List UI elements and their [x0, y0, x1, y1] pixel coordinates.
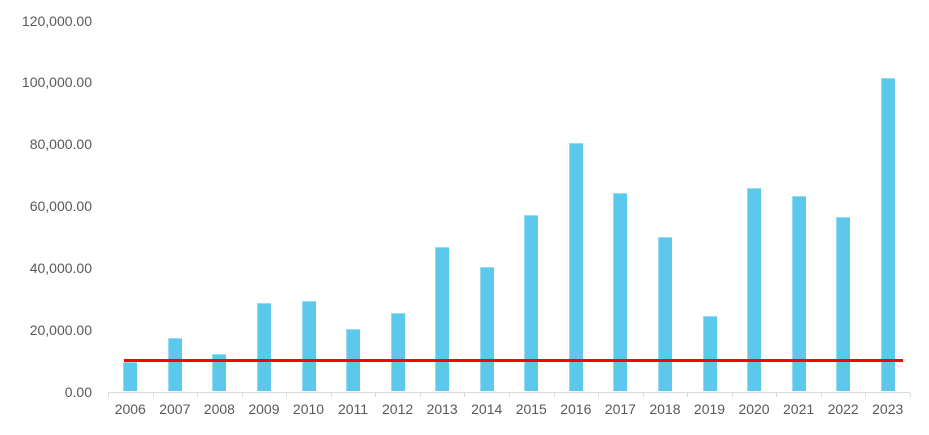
y-axis-tick-label: 20,000.00	[29, 321, 92, 338]
x-axis-label-2013: 2013	[426, 401, 458, 417]
bar-2009	[256, 303, 271, 392]
bar-2018	[657, 236, 672, 392]
x-axis-label-2012: 2012	[382, 401, 414, 417]
x-axis-label-2017: 2017	[604, 401, 636, 417]
y-axis-tick-label: 0.00	[64, 383, 92, 400]
x-axis-label-2021: 2021	[783, 401, 815, 417]
x-axis-tick	[152, 392, 154, 397]
bar-2008	[212, 354, 227, 392]
x-axis-tick	[687, 392, 689, 397]
x-axis-label-2011: 2011	[337, 401, 369, 417]
x-axis-label-2016: 2016	[560, 401, 592, 417]
x-axis-label-2007: 2007	[159, 401, 191, 417]
bar-2023	[880, 77, 895, 392]
x-axis-tick	[464, 392, 466, 397]
bar-2019	[702, 316, 717, 392]
x-axis-tick	[731, 392, 733, 397]
bar-2007	[167, 337, 182, 392]
y-axis-tick-label: 60,000.00	[29, 198, 92, 214]
bar-2014	[479, 266, 494, 392]
x-axis-label-2014: 2014	[471, 401, 503, 417]
y-axis-tick-label: 100,000.00	[21, 74, 92, 91]
x-axis-tick	[375, 392, 377, 397]
x-axis-tick	[642, 392, 644, 397]
x-axis-label-2019: 2019	[693, 401, 726, 417]
x-axis-tick	[419, 392, 421, 397]
bar-2010	[301, 300, 316, 392]
bar-2015	[524, 214, 539, 392]
x-axis-label-2020: 2020	[738, 401, 770, 417]
x-axis-label-2018: 2018	[649, 401, 681, 417]
x-axis-tick	[776, 392, 778, 397]
reference-line	[124, 359, 903, 363]
x-axis-tick	[820, 392, 822, 397]
x-axis-tick	[598, 392, 600, 397]
x-axis-label-2015: 2015	[515, 401, 547, 417]
y-axis-tick-label: 40,000.00	[29, 259, 92, 276]
x-axis-tick	[241, 392, 243, 397]
x-axis-tick	[330, 392, 332, 397]
x-axis-label-2009: 2009	[248, 401, 280, 417]
x-axis-tick	[910, 392, 911, 397]
bar-2006	[123, 362, 138, 392]
x-axis-tick	[286, 392, 288, 397]
x-axis-label-2023: 2023	[872, 401, 904, 417]
bar-2021	[791, 195, 806, 392]
y-axis-tick-label: 120,000.00	[21, 12, 92, 29]
bar-2020	[747, 187, 762, 392]
x-axis-tick	[553, 392, 555, 397]
x-axis-tick	[509, 392, 510, 397]
x-axis-tick	[108, 392, 109, 397]
bar-2016	[568, 142, 583, 392]
y-axis-tick-label: 80,000.00	[29, 136, 92, 153]
x-axis-label-2022: 2022	[827, 401, 859, 417]
x-axis-label-2010: 2010	[292, 401, 325, 417]
x-axis-tick	[197, 392, 199, 397]
bar-2012	[390, 312, 405, 392]
x-axis-tick	[865, 392, 867, 397]
x-axis-line	[108, 391, 910, 393]
bar-2017	[613, 193, 628, 392]
bar-2013	[435, 246, 450, 392]
bar-2022	[836, 217, 851, 392]
x-axis-label-2006: 2006	[114, 401, 146, 417]
x-axis-label-2008: 2008	[203, 401, 235, 417]
